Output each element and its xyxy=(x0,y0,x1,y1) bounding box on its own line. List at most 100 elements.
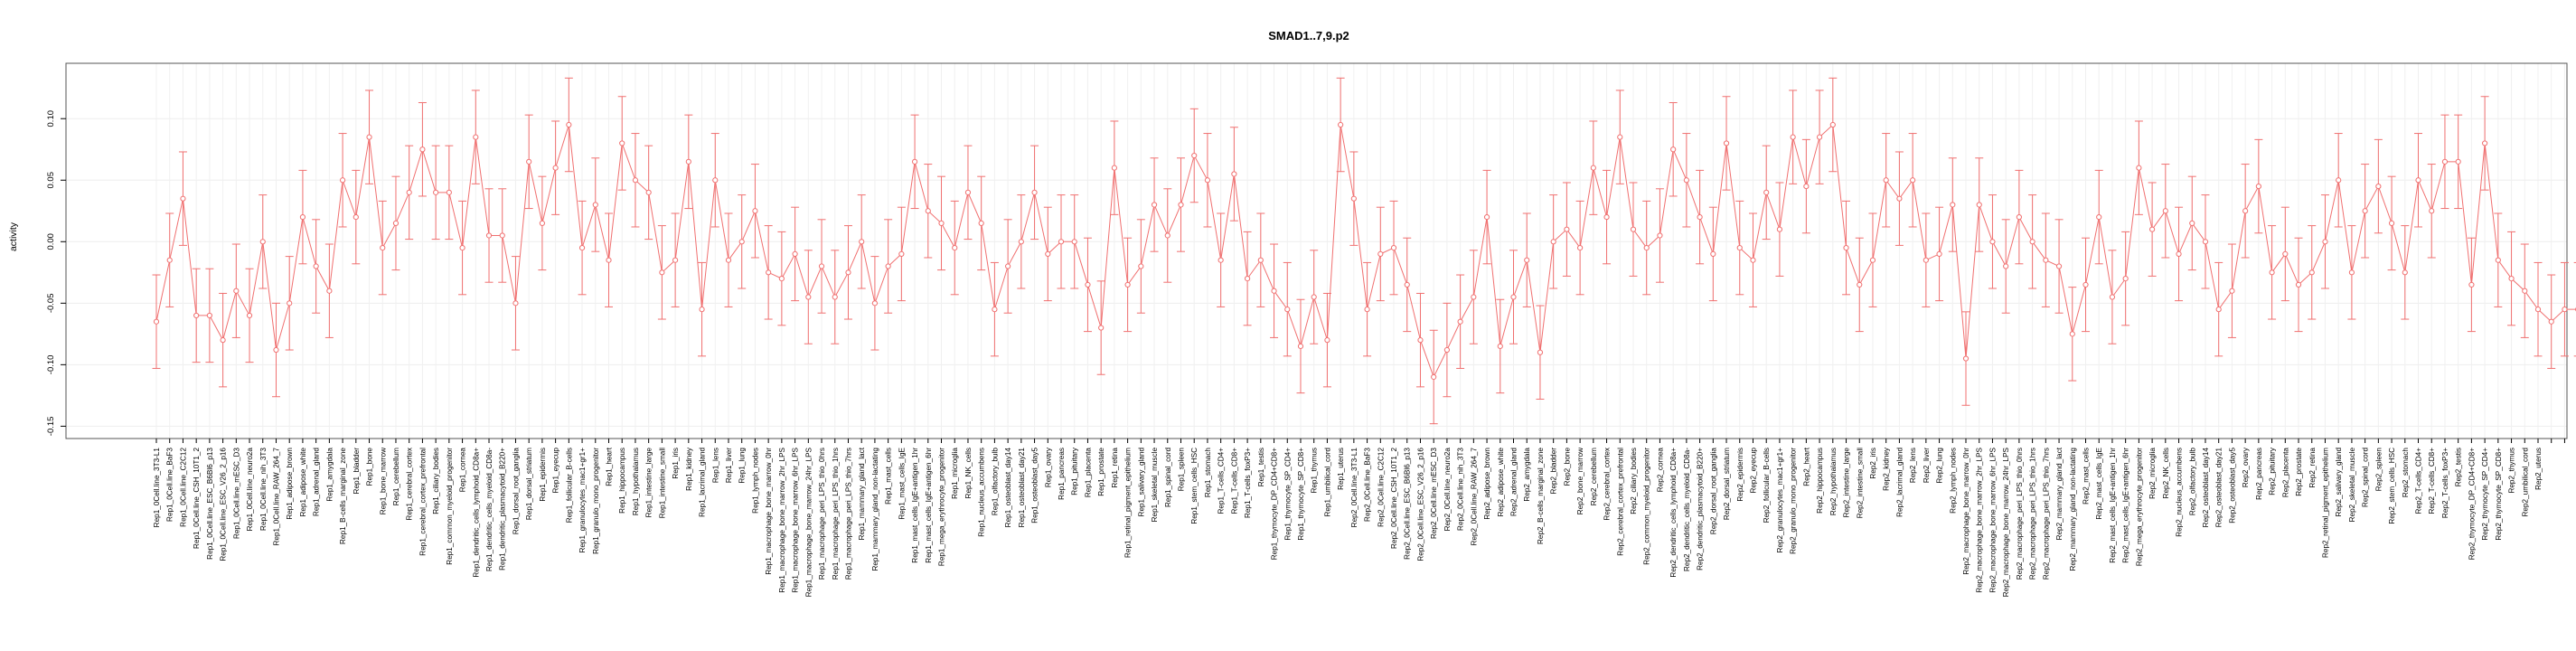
data-point xyxy=(1763,189,1770,195)
data-point xyxy=(1018,239,1024,245)
x-tick-label: Rep2_cerebral_cortex_prefrontal xyxy=(1616,448,1624,556)
data-point xyxy=(233,288,240,294)
data-point xyxy=(2162,208,2168,214)
x-tick-label: Rep2_mast_cells_IgE xyxy=(2095,447,2103,519)
x-tick-label: Rep2_lacrimal_gland xyxy=(1895,448,1904,517)
data-point xyxy=(2295,281,2302,288)
data-point xyxy=(1085,281,1091,288)
data-point xyxy=(2229,288,2235,294)
data-point xyxy=(2016,213,2022,221)
x-tick-label: Rep1_B-cells_marginal_zone xyxy=(339,448,347,544)
data-point xyxy=(725,257,732,263)
data-point xyxy=(1005,263,1011,269)
data-point xyxy=(1896,195,1903,202)
data-point xyxy=(566,121,572,128)
x-tick-label: Rep2_thymocyte_DP_CD4+CD8+ xyxy=(2468,448,2476,560)
x-tick-label: Rep1_cornea xyxy=(459,448,467,493)
data-point xyxy=(259,239,266,245)
x-tick-label: Rep2_follicular_B-cells xyxy=(1763,448,1771,523)
data-point xyxy=(1111,165,1117,171)
x-tick-label: Rep1_kidney xyxy=(685,447,693,491)
data-point xyxy=(2096,213,2102,221)
data-point xyxy=(552,165,559,171)
x-tick-label: Rep2_mammary_gland_lact xyxy=(2055,447,2064,540)
data-point xyxy=(645,189,652,195)
data-point xyxy=(2402,269,2408,276)
x-tick-label: Rep2_0Cell.line_RAW_264_7 xyxy=(1470,448,1478,546)
data-point xyxy=(871,300,879,307)
series-path xyxy=(155,123,2576,379)
x-tick-label: Rep1_adipose_brown xyxy=(286,448,294,520)
data-point xyxy=(2534,307,2542,313)
x-tick-label: Rep2_stem_cells_HSC xyxy=(2388,448,2396,524)
data-point xyxy=(1750,257,1756,263)
x-tick-label: Rep1_liver xyxy=(725,448,733,483)
data-point xyxy=(353,213,359,221)
data-point xyxy=(2336,177,2342,184)
x-tick-label: Rep1_prostate xyxy=(1097,448,1105,496)
x-tick-label: Rep1_epidermis xyxy=(539,448,547,502)
data-point xyxy=(1537,349,1544,355)
x-tick-label: Rep1_stomach xyxy=(1204,448,1212,498)
y-tick-label: -0.15 xyxy=(46,417,56,437)
x-tick-label: Rep2_eyecup xyxy=(1749,448,1757,494)
data-point xyxy=(925,208,931,214)
data-point xyxy=(845,269,851,276)
data-point xyxy=(153,318,160,325)
data-point xyxy=(1045,250,1051,258)
x-tick-label: Rep2_cerebellum xyxy=(1590,448,1598,505)
data-point xyxy=(672,257,679,263)
data-point xyxy=(2176,250,2182,258)
x-tick-label: Rep1_cerebellum xyxy=(392,448,400,505)
x-tick-label: Rep1_heart xyxy=(606,447,614,486)
x-tick-label: Rep1_macrophage_bone_marrow_24hr_LPS xyxy=(804,447,813,597)
x-tick-label: Rep1_granulocytes_mac1+gr1+ xyxy=(578,448,587,553)
data-point xyxy=(2255,183,2261,190)
data-point xyxy=(1483,213,1490,221)
x-tick-label: Rep2_0Cell.line_ESC_V26_2_p16 xyxy=(1416,448,1424,561)
data-point xyxy=(1524,257,1530,263)
x-tick-label: Rep1_0Cell.line_C2C12 xyxy=(179,448,187,527)
x-tick-label: Rep1_microglia xyxy=(951,448,959,499)
data-point xyxy=(1776,226,1783,232)
data-point xyxy=(1297,343,1304,350)
data-point xyxy=(1124,281,1131,288)
data-point xyxy=(766,269,772,276)
x-tick-label: Rep1_0Cell.line_CSH_10T1_2 xyxy=(193,448,201,549)
data-point xyxy=(1204,177,1211,184)
data-point xyxy=(1643,244,1650,251)
data-point xyxy=(632,177,639,184)
data-point xyxy=(699,307,705,313)
x-tick-label: Rep1_thymocyte_DP_CD4+CD8+ xyxy=(1271,448,1279,560)
data-point xyxy=(606,257,612,263)
x-tick-label: Rep2_macrophage_bone_marrow_6hr_LPS xyxy=(1988,447,1997,592)
data-point xyxy=(1857,281,1863,288)
x-tick-label: Rep2_bladder xyxy=(1550,448,1558,495)
data-point xyxy=(446,189,452,195)
x-tick-label: Rep1_macrophage_bone_marrow_2hr_LPS xyxy=(778,447,786,592)
data-point xyxy=(992,307,998,313)
x-tick-label: Rep1_mammary_gland_lact xyxy=(858,447,866,540)
y-axis: -0.15 -0.10 -0.05 0.00 0.05 0.10 xyxy=(46,110,66,436)
x-tick-label: Rep2_mast_cells xyxy=(2082,448,2091,505)
x-tick-label: Rep1_T-cells_foxP3+ xyxy=(1244,448,1252,518)
x-tick-label: Rep1_dendritic_plasmacytoid_B220+ xyxy=(499,448,507,571)
data-point xyxy=(2082,281,2089,288)
data-point xyxy=(2043,257,2049,263)
data-point xyxy=(2548,318,2554,325)
x-tick-label: Rep2_placenta xyxy=(2281,448,2289,498)
x-tick-label: Rep1_thymocyte_SP_CD4+ xyxy=(1283,448,1292,541)
data-point xyxy=(1257,257,1264,263)
x-tick-label: Rep1_adipose_white xyxy=(299,448,307,517)
x-tick-label: Rep2_bone_marrow xyxy=(1576,448,1584,514)
x-tick-label: Rep1_ciliary_bodies xyxy=(432,448,440,514)
x-tick-label: Rep2_T-cells_CD8+ xyxy=(2428,448,2436,514)
x-tick-label: Rep2_B-cells_marginal_zone xyxy=(1537,448,1545,544)
x-tick-label: Rep2_microglia xyxy=(2148,448,2157,499)
x-tick-label: Rep1_mammary_gland_non-lactating xyxy=(871,448,879,571)
data-point xyxy=(1031,189,1038,195)
data-point xyxy=(380,244,386,251)
x-tick-label: Rep1_dendritic_cells_myeloid_CD8a- xyxy=(485,448,494,571)
data-point xyxy=(313,263,319,269)
data-point xyxy=(1058,239,1065,245)
